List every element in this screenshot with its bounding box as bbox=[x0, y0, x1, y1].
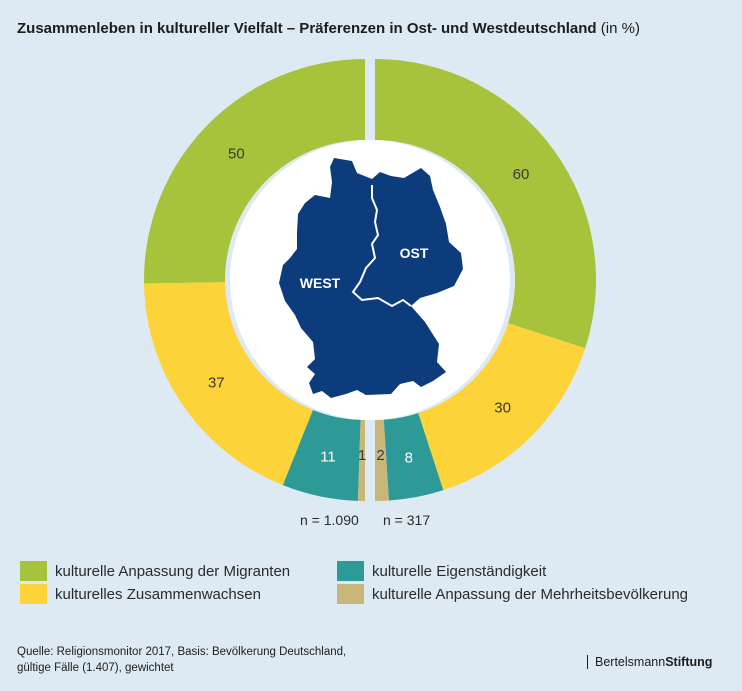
legend-label: kulturelle Anpassung der Migranten bbox=[55, 562, 291, 580]
segment-west-zusammenwachsen bbox=[144, 282, 313, 486]
value-label-ost-anpassung-mehrheit: 2 bbox=[376, 447, 384, 464]
legend-label: kulturelles Zusammenwachsen bbox=[55, 585, 261, 603]
legend-item-anpassung-migranten: kulturelle Anpassung der Migranten bbox=[20, 561, 290, 581]
legend-swatch bbox=[337, 561, 364, 581]
chart-title: Zusammenleben in kultureller Vielfalt – … bbox=[17, 20, 640, 37]
brand-logo: BertelsmannStiftung bbox=[587, 655, 712, 669]
chart-title-main: Zusammenleben in kultureller Vielfalt – … bbox=[17, 20, 597, 37]
legend-swatch bbox=[337, 584, 364, 604]
map-label-ost: OST bbox=[400, 245, 429, 261]
germany-map: WEST OST bbox=[279, 158, 463, 398]
value-label-west-anpassung-migranten: 50 bbox=[228, 145, 245, 162]
brand-part-2: Stiftung bbox=[665, 655, 713, 669]
segment-ost-zusammenwachsen bbox=[418, 323, 586, 491]
segment-west-anpassung-mehrheit bbox=[357, 419, 365, 502]
n-label-west: n = 1.090 bbox=[300, 512, 359, 528]
legend-item-eigenstaendigkeit: kulturelle Eigenständigkeit bbox=[337, 561, 546, 581]
segment-ost-eigenstaendigkeit bbox=[383, 413, 444, 501]
legend-item-zusammenwachsen: kulturelles Zusammenwachsen bbox=[20, 584, 261, 604]
value-label-ost-anpassung-migranten: 60 bbox=[513, 166, 530, 183]
value-label-ost-eigenstaendigkeit: 8 bbox=[405, 449, 413, 466]
legend-item-anpassung-mehrheit: kulturelle Anpassung der Mehrheitsbevölk… bbox=[337, 584, 688, 604]
value-label-west-zusammenwachsen: 37 bbox=[208, 374, 225, 391]
map-label-west: WEST bbox=[300, 275, 341, 291]
source-line-2: gültige Fälle (1.407), gewichtet bbox=[17, 662, 174, 674]
segment-west-eigenstaendigkeit bbox=[282, 409, 361, 501]
segment-west-anpassung-migranten bbox=[144, 59, 365, 284]
legend-swatch bbox=[20, 561, 47, 581]
chart-title-unit: (in %) bbox=[600, 20, 640, 37]
value-label-ost-zusammenwachsen: 30 bbox=[494, 400, 511, 417]
inner-border bbox=[351, 185, 412, 308]
segment-ost-anpassung-migranten bbox=[375, 59, 596, 349]
source-line-1: Quelle: Religionsmonitor 2017, Basis: Be… bbox=[17, 646, 347, 658]
segment-ost-anpassung-mehrheit bbox=[375, 419, 389, 501]
legend-swatch bbox=[20, 584, 47, 604]
value-label-west-eigenstaendigkeit: 11 bbox=[320, 449, 336, 466]
germany-map-shape bbox=[279, 158, 463, 398]
brand-part-1: Bertelsmann bbox=[595, 655, 666, 669]
n-label-ost: n = 317 bbox=[383, 512, 431, 528]
source-note: Quelle: Religionsmonitor 2017, Basis: Be… bbox=[17, 644, 346, 676]
value-label-west-anpassung-mehrheit: 1 bbox=[358, 447, 366, 464]
legend-label: kulturelle Eigenständigkeit bbox=[372, 562, 547, 580]
legend-label: kulturelle Anpassung der Mehrheitsbevölk… bbox=[372, 585, 689, 603]
